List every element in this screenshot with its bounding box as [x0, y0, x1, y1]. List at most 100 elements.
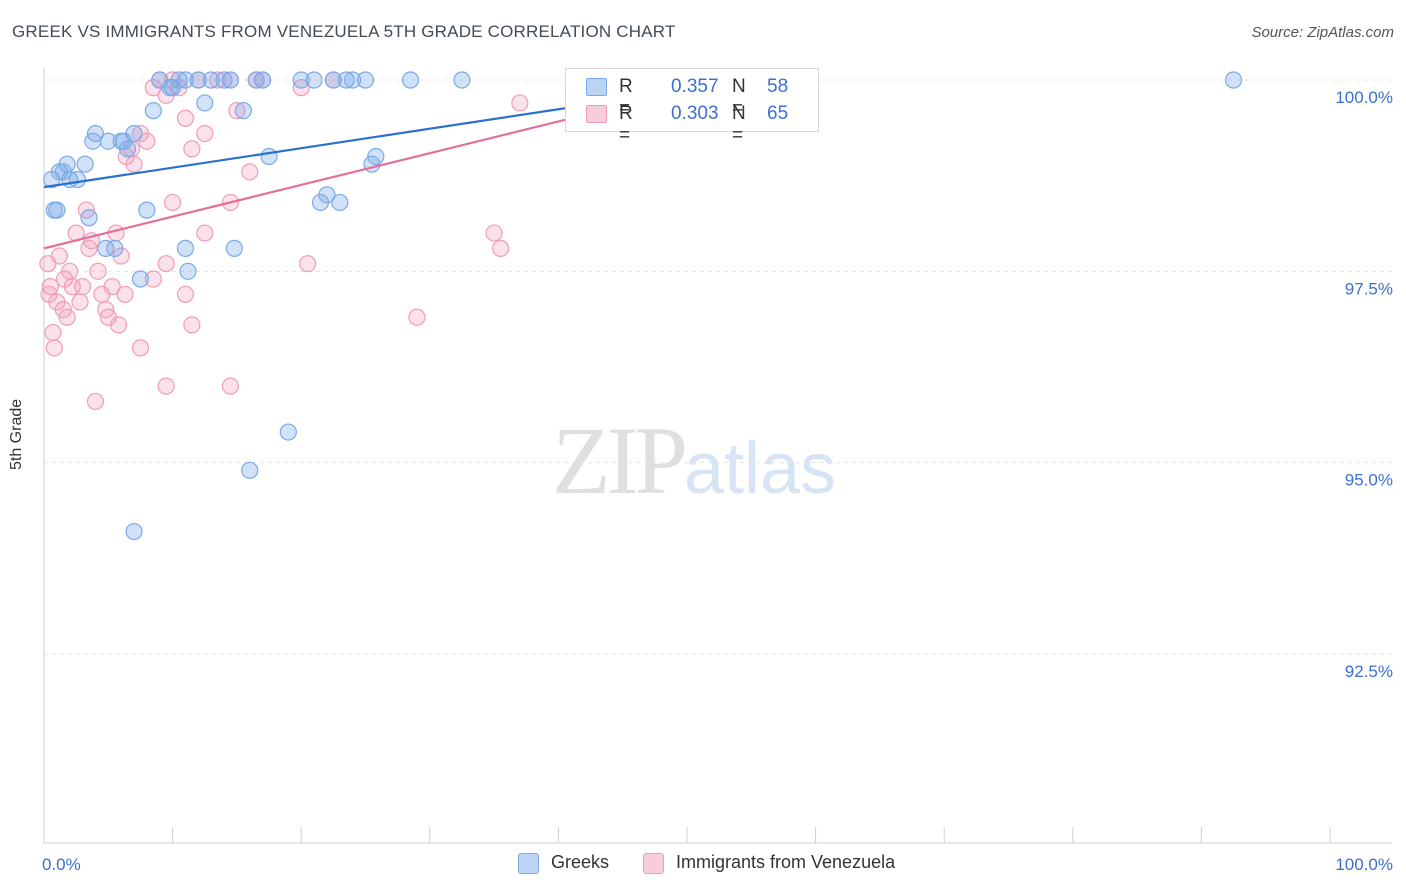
greeks-point	[344, 71, 362, 89]
greeks-point	[144, 102, 162, 120]
venezuela-point	[196, 124, 214, 143]
y-tick-label: 100.0%	[1335, 88, 1393, 107]
greeks-point	[179, 262, 197, 280]
legend-r-value: 0.303	[671, 103, 719, 124]
venezuela-point	[183, 140, 201, 158]
venezuela-point	[164, 193, 182, 212]
greeks-point	[356, 71, 375, 89]
greeks-point	[215, 71, 233, 89]
greeks-point	[225, 239, 243, 257]
venezuela-point	[97, 301, 115, 319]
x-tick-label-max: 100.0%	[1335, 855, 1393, 874]
venezuela-point	[176, 109, 195, 127]
venezuela-point	[125, 155, 143, 173]
greeks-point	[234, 102, 252, 120]
venezuela-point	[103, 278, 121, 296]
venezuela-point	[144, 270, 162, 288]
greeks-point	[1224, 71, 1243, 89]
greeks-point	[131, 270, 150, 288]
greeks-point	[247, 71, 265, 89]
greeks-point	[138, 201, 156, 219]
chart-title: GREEK VS IMMIGRANTS FROM VENEZUELA 5TH G…	[12, 22, 676, 41]
venezuela-swatch	[643, 853, 664, 874]
venezuela-point	[299, 255, 317, 273]
venezuela-point	[241, 163, 259, 181]
y-tick-label: 95.0%	[1345, 471, 1393, 490]
venezuela-point	[408, 308, 426, 326]
venezuela-point	[116, 285, 134, 303]
legend-r-label: R =	[619, 103, 633, 146]
legend-n-label: N =	[732, 103, 746, 146]
legend-r-label: R =	[619, 76, 633, 119]
venezuela-point	[491, 239, 510, 257]
venezuela-point	[44, 323, 62, 342]
y-tick-label: 97.5%	[1345, 279, 1393, 298]
greeks-point	[45, 201, 63, 219]
venezuela-point	[109, 316, 128, 334]
greeks-point	[80, 209, 98, 227]
venezuela-point	[221, 377, 240, 395]
venezuela-point	[40, 285, 58, 303]
greeks-point	[453, 71, 471, 89]
venezuela-point	[50, 247, 69, 265]
legend-n-label: N =	[732, 76, 746, 119]
greeks-point	[260, 147, 278, 166]
greeks-point	[401, 71, 420, 89]
greeks-point	[305, 71, 323, 89]
venezuela-point	[511, 94, 529, 112]
greeks-point	[84, 132, 102, 150]
watermark-zip: ZIP	[552, 407, 688, 514]
greeks-point	[97, 239, 115, 257]
legend-swatch-pink	[586, 105, 607, 123]
venezuela-point	[45, 339, 63, 357]
greeks-point	[337, 71, 355, 89]
venezuela-point	[209, 71, 227, 89]
legend-r-value: 0.357	[671, 76, 719, 97]
greeks-point	[318, 186, 336, 204]
greeks-point	[241, 461, 259, 479]
legend-swatch-blue	[586, 78, 607, 96]
greeks-point	[324, 71, 342, 89]
venezuela-point	[63, 278, 81, 296]
greeks-point	[54, 163, 72, 181]
venezuela-point	[176, 285, 195, 303]
greeks-point	[112, 132, 130, 150]
greeks-point	[254, 71, 272, 89]
venezuela-trend-line	[43, 117, 572, 250]
venezuela-point	[196, 224, 214, 242]
greeks-point	[125, 522, 143, 541]
greeks-label: Greeks	[551, 852, 610, 872]
venezuela-point	[183, 316, 201, 334]
legend-n-value: 65	[767, 103, 789, 124]
greeks-point	[176, 239, 195, 257]
greeks-point	[279, 423, 297, 441]
venezuela-label: Immigrants from Venezuela	[676, 852, 896, 872]
greeks-point	[292, 71, 310, 89]
y-axis-label: 5th Grade	[8, 398, 25, 470]
greeks-point	[221, 71, 240, 89]
greeks-point	[176, 71, 195, 89]
source-label: Source: ZipAtlas.com	[1251, 24, 1394, 41]
greeks-point	[189, 71, 207, 89]
venezuela-point	[80, 239, 98, 257]
venezuela-point	[58, 308, 76, 326]
greeks-point	[125, 124, 143, 143]
greeks-point	[196, 94, 214, 112]
watermark: ZIPatlas	[552, 405, 836, 516]
venezuela-point	[71, 293, 89, 311]
venezuela-point	[131, 339, 150, 357]
venezuela-point	[89, 262, 107, 280]
venezuela-point	[485, 224, 503, 242]
legend-n-value: 58	[767, 76, 789, 97]
stats-legend: R = 0.357 N = 58 R = 0.303 N = 65	[565, 68, 819, 146]
venezuela-point	[228, 102, 246, 120]
greeks-point	[367, 147, 385, 166]
venezuela-point	[138, 132, 156, 150]
venezuela-point	[157, 377, 175, 395]
greeks-point	[106, 239, 124, 257]
watermark-atlas: atlas	[684, 429, 837, 509]
venezuela-point	[86, 392, 105, 411]
venezuela-point	[157, 255, 175, 273]
x-tick-label-min: 0.0%	[42, 855, 81, 874]
